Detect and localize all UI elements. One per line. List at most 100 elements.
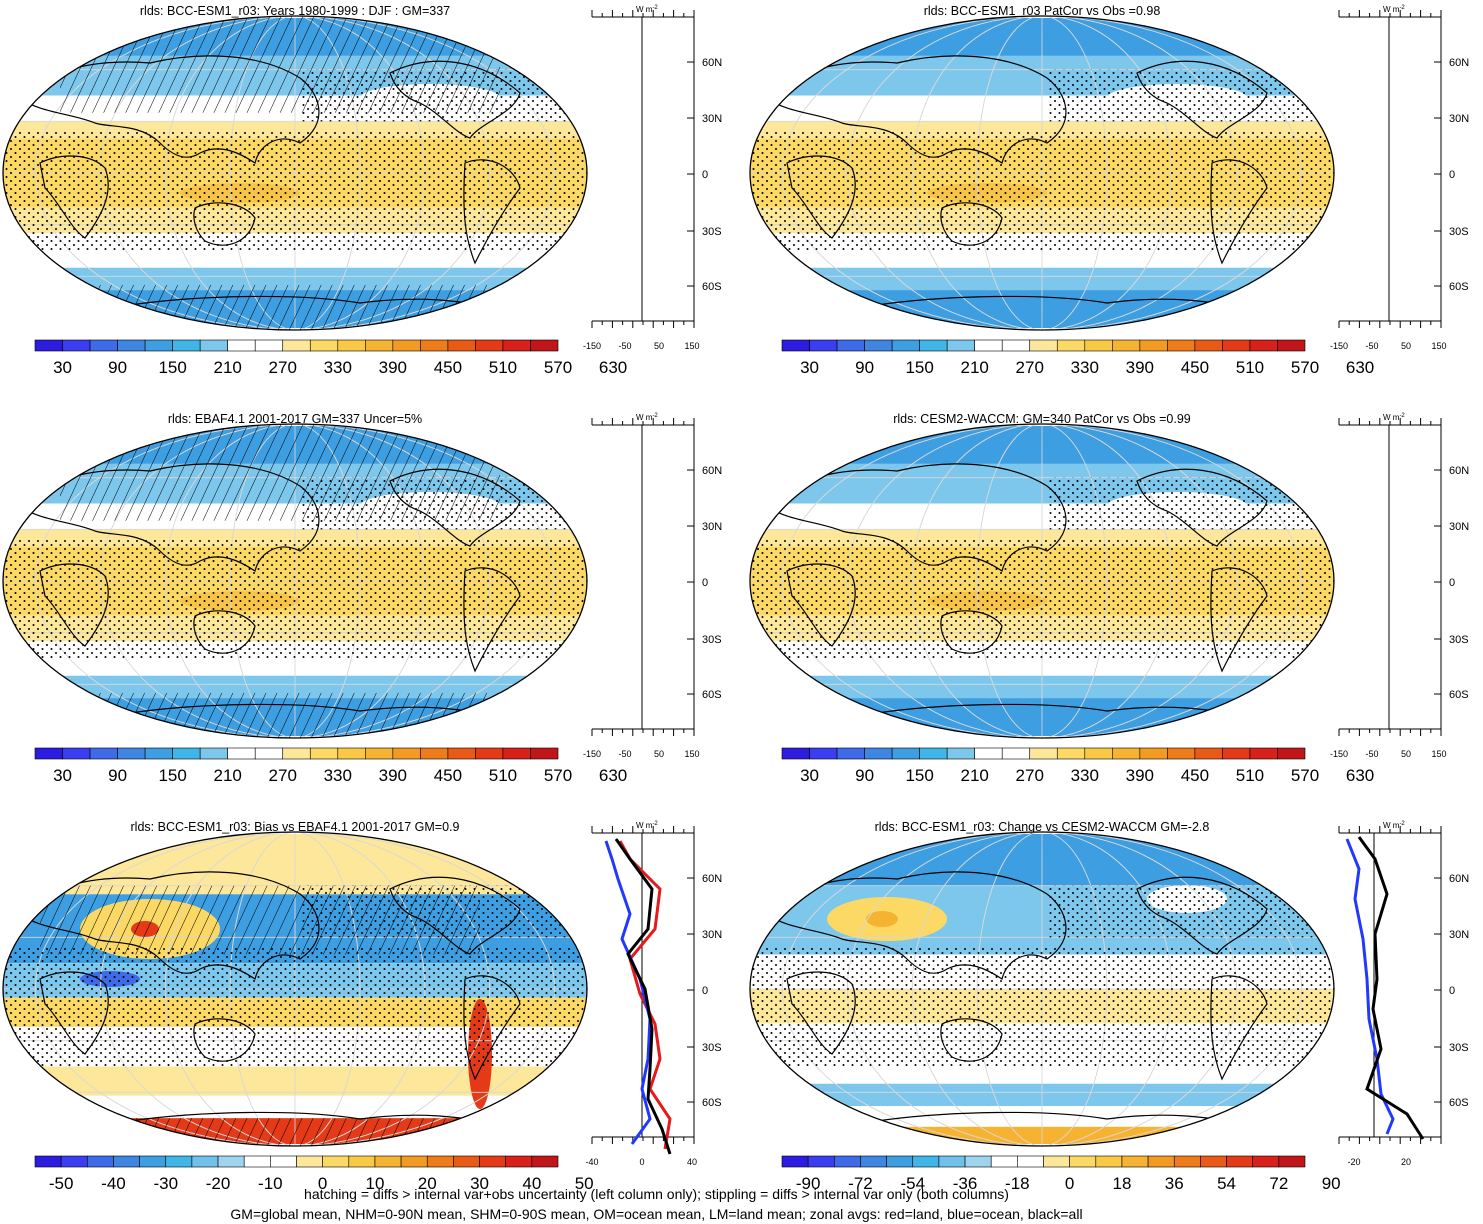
colorbar-swatch (530, 748, 558, 759)
colorbar-swatch (860, 1156, 886, 1167)
colorbar-swatch (913, 1156, 939, 1167)
colorbar-tick-label: 570 (544, 766, 572, 785)
map-field (747, 832, 1347, 1146)
latitude-tick-label: 30N (702, 113, 722, 125)
colorbar-tick-label: 510 (1236, 358, 1264, 377)
colorbar-swatch (1279, 1156, 1305, 1167)
zonal-x-tick-label: -150 (1330, 341, 1348, 351)
colorbar-tick-label: 630 (599, 358, 627, 377)
latitude-tick-label: 60S (1449, 281, 1469, 293)
colorbar-swatch (1174, 1156, 1200, 1167)
colorbar-swatch (865, 340, 893, 351)
latitude-tick-label: 30N (702, 929, 722, 941)
latitude-tick-label: 60N (1449, 465, 1469, 477)
colorbar-tick-label: 510 (489, 766, 517, 785)
colorbar-swatch (1070, 1156, 1096, 1167)
colorbar-swatch (532, 1156, 558, 1167)
colorbar-swatch (244, 1156, 270, 1167)
latitude-tick-label: 60N (1449, 873, 1469, 885)
colorbar-tick-label: 150 (158, 766, 186, 785)
colorbar-swatch (1222, 340, 1250, 351)
colorbar-swatch (283, 748, 311, 759)
zonal-x-tick-label: 20 (1401, 1157, 1411, 1167)
colorbar-swatch (255, 748, 283, 759)
colorbar-swatch (218, 1156, 244, 1167)
colorbar-swatch (1140, 748, 1168, 759)
footer-note-hatching: hatching = diffs > internal var+obs unce… (0, 1186, 1313, 1202)
colorbar-swatch (1044, 1156, 1070, 1167)
colorbar-swatch (365, 748, 393, 759)
colorbar-swatch (420, 340, 448, 351)
colorbar-swatch (113, 1156, 139, 1167)
map-field (747, 16, 1347, 330)
latitude-tick-label: 60S (1449, 689, 1469, 701)
colorbar-swatch (1222, 748, 1250, 759)
colorbar-tick-label: 390 (379, 358, 407, 377)
colorbar-swatch (947, 340, 975, 351)
latitude-tick-label: 60N (702, 465, 722, 477)
map-field (747, 424, 1347, 738)
latitude-tick-label: 0 (1449, 985, 1455, 997)
colorbar-swatch (1057, 340, 1085, 351)
colorbar-tick-label: 510 (489, 358, 517, 377)
colorbar-tick-label: 450 (1181, 766, 1209, 785)
colorbar-swatch (1140, 340, 1168, 351)
colorbar-swatch (173, 340, 201, 351)
colorbar-swatch (1195, 748, 1223, 759)
zonal-x-tick-label: -40 (585, 1157, 598, 1167)
colorbar-swatch (965, 1156, 991, 1167)
colorbar-swatch (118, 748, 146, 759)
latitude-tick-label: 30N (1449, 929, 1469, 941)
zonal-unit-label: W m-2 (1383, 821, 1405, 830)
zonal-x-tick-label: 50 (1401, 341, 1411, 351)
colorbar-swatch (782, 340, 810, 351)
colorbar-swatch (173, 748, 201, 759)
latitude-tick-label: 60S (702, 281, 722, 293)
colorbar-tick-label: 210 (960, 766, 988, 785)
colorbar-swatch (991, 1156, 1017, 1167)
map-panel-6: rlds: BCC-ESM1_r03: Change vs CESM2-WACC… (747, 819, 1483, 1224)
colorbar-swatch (87, 1156, 113, 1167)
latitude-tick-label: 0 (702, 577, 708, 589)
colorbar-swatch (1200, 1156, 1226, 1167)
colorbar-swatch (1030, 340, 1058, 351)
latitude-tick-label: 0 (1449, 169, 1455, 181)
footer-note-legend: GM=global mean, NHM=0-90N mean, SHM=0-90… (0, 1206, 1313, 1222)
latitude-tick-label: 60S (702, 689, 722, 701)
colorbar-swatch (338, 340, 366, 351)
colorbar-swatch (448, 340, 476, 351)
latitude-tick-label: 30S (702, 226, 722, 238)
colorbar-tick-label: 90 (108, 358, 127, 377)
colorbar-swatch (808, 1156, 834, 1167)
colorbar-swatch (1195, 340, 1223, 351)
colorbar-swatch (297, 1156, 323, 1167)
colorbar-swatch (975, 340, 1003, 351)
colorbar-swatch (1085, 340, 1113, 351)
colorbar-tick-label: 450 (434, 358, 462, 377)
colorbar-swatch (1057, 748, 1085, 759)
colorbar-swatch (228, 748, 256, 759)
colorbar-tick-label: 90 (1322, 1174, 1341, 1193)
colorbar-swatch (810, 748, 838, 759)
colorbar-swatch (975, 748, 1003, 759)
colorbar-swatch (1167, 748, 1195, 759)
colorbar-swatch (338, 748, 366, 759)
latitude-tick-label: 60S (1449, 1097, 1469, 1109)
colorbar-swatch (892, 340, 920, 351)
colorbar-tick-label: 210 (213, 358, 241, 377)
latitude-tick-label: 0 (702, 985, 708, 997)
colorbar-swatch (427, 1156, 453, 1167)
zonal-unit-label: W m-2 (1383, 5, 1405, 14)
zonal-unit-label: W m-2 (636, 821, 658, 830)
colorbar-swatch (140, 1156, 166, 1167)
zonal-x-tick-label: -50 (618, 749, 631, 759)
zonal-x-tick-label: 150 (684, 341, 699, 351)
colorbar-tick-label: 30 (800, 358, 819, 377)
zonal-x-tick-label: 50 (654, 749, 664, 759)
colorbar-swatch (118, 340, 146, 351)
